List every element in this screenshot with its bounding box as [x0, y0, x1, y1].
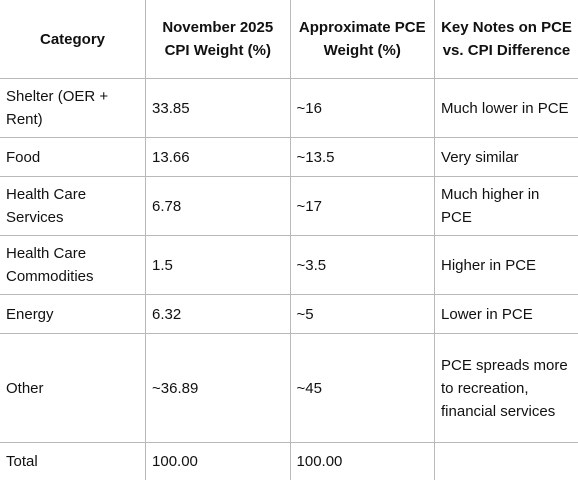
cpi-weight-cell: 33.85	[145, 78, 291, 138]
notes-cell: Lower in PCE	[434, 294, 578, 334]
table-row: Shelter (OER + Rent) 33.85 ~16 Much lowe…	[0, 78, 578, 138]
pce-weight-cell: ~13.5	[289, 137, 436, 177]
table-row: Food 13.66 ~13.5 Very similar	[0, 137, 578, 177]
header-key-notes: Key Notes on PCE vs. CPI Difference	[434, 0, 578, 79]
cpi-weight-cell: 6.78	[145, 176, 291, 236]
cpi-weight-cell: 13.66	[145, 137, 291, 177]
notes-cell: Very similar	[434, 137, 578, 177]
category-cell: Energy	[0, 294, 147, 334]
total-row: Total 100.00 100.00	[0, 442, 578, 480]
table-row: Energy 6.32 ~5 Lower in PCE	[0, 294, 578, 334]
notes-cell: Much lower in PCE	[434, 78, 578, 138]
table-row: Health Care Commodities 1.5 ~3.5 Higher …	[0, 235, 578, 295]
cpi-weight-cell: 1.5	[145, 235, 291, 295]
pce-weight-cell: ~17	[289, 176, 436, 236]
cpi-pce-weight-table: Category November 2025 CPI Weight (%) Ap…	[0, 0, 578, 480]
category-cell: Health Care Commodities	[0, 235, 147, 295]
cpi-weight-cell: ~36.89	[145, 333, 291, 443]
pce-weight-cell: ~5	[289, 294, 436, 334]
category-cell: Food	[0, 137, 147, 177]
header-pce-weight: Approximate PCE Weight (%)	[289, 0, 436, 79]
header-cpi-weight: November 2025 CPI Weight (%)	[145, 0, 291, 79]
table-row: Other ~36.89 ~45 PCE spreads more to rec…	[0, 333, 578, 443]
cpi-weight-cell: 100.00	[145, 442, 291, 480]
notes-cell: Higher in PCE	[434, 235, 578, 295]
category-cell: Total	[0, 442, 147, 480]
category-cell: Health Care Services	[0, 176, 147, 236]
pce-weight-cell: 100.00	[289, 442, 436, 480]
header-category: Category	[0, 0, 147, 79]
notes-cell: Much higher in PCE	[434, 176, 578, 236]
pce-weight-cell: ~45	[289, 333, 436, 443]
notes-cell: PCE spreads more to recreation, financia…	[434, 333, 578, 443]
pce-weight-cell: ~3.5	[289, 235, 436, 295]
notes-cell	[434, 442, 578, 480]
pce-weight-cell: ~16	[289, 78, 436, 138]
category-cell: Other	[0, 333, 147, 443]
cpi-weight-cell: 6.32	[145, 294, 291, 334]
table-row: Health Care Services 6.78 ~17 Much highe…	[0, 176, 578, 236]
header-row: Category November 2025 CPI Weight (%) Ap…	[0, 0, 578, 79]
category-cell: Shelter (OER + Rent)	[0, 78, 147, 138]
